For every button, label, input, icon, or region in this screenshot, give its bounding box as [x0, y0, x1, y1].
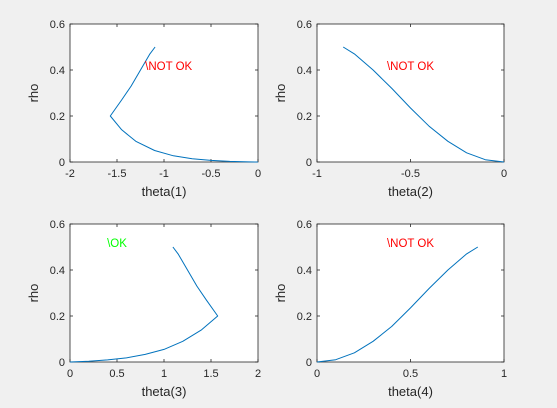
x-tick-label: -1.5: [108, 168, 127, 180]
plot-area: [69, 23, 259, 163]
x-tick-label: 1.5: [203, 368, 218, 380]
x-axis-label: theta(1): [142, 184, 187, 199]
series-line: [342, 46, 505, 163]
plot-area: [316, 23, 505, 163]
y-tick-label: 0.4: [50, 265, 65, 277]
x-tick-label: -2: [65, 168, 75, 180]
subplot-theta-2: -1 -0.5 0 0 0.2 0.4 0.6 theta(2) rho \NOT OK: [273, 19, 507, 199]
x-tick-label: -0.5: [202, 168, 221, 180]
y-tick-label: 0: [59, 157, 65, 169]
x-tick-label: 1: [161, 368, 167, 380]
x-axis-label: theta(4): [388, 384, 433, 399]
status-annotation: \NOT OK: [145, 61, 192, 73]
y-axis-label: rho: [26, 284, 41, 303]
x-axis-label: theta(2): [388, 184, 433, 199]
y-tick-label: 0.6: [50, 219, 65, 231]
status-annotation: \OK: [107, 238, 127, 250]
y-tick-label: 0.4: [297, 265, 312, 277]
x-tick-label: -1: [312, 168, 322, 180]
status-annotation: \NOT OK: [387, 238, 434, 250]
y-tick-label: 0: [306, 357, 312, 369]
x-tick-label: 0: [255, 168, 261, 180]
x-tick-label: 0: [67, 368, 73, 380]
y-tick-label: 0.2: [50, 111, 65, 123]
subplot-theta-1: -2 -1.5 -1 -0.5 0 0 0.2 0.4 0.6 theta(1) rho \NOT O…: [26, 19, 261, 199]
plot-area: [316, 223, 505, 363]
series-line: [109, 46, 259, 163]
y-tick-label: 0: [306, 157, 312, 169]
y-tick-label: 0: [59, 357, 65, 369]
y-tick-label: 0.4: [297, 65, 312, 77]
x-tick-label: -1: [159, 168, 169, 180]
y-tick-label: 0.2: [297, 311, 312, 323]
x-tick-label: 0.5: [109, 368, 124, 380]
x-tick-label: 1: [501, 368, 507, 380]
y-tick-label: 0.6: [50, 19, 65, 31]
x-tick-label: -0.5: [401, 168, 420, 180]
plot-area: [69, 223, 259, 363]
y-axis-label: rho: [26, 84, 41, 103]
series-line: [69, 246, 219, 363]
x-tick-label: 0: [501, 168, 507, 180]
y-axis-label: rho: [273, 84, 288, 103]
y-tick-label: 0.2: [50, 311, 65, 323]
y-tick-label: 0.4: [50, 65, 65, 77]
y-tick-label: 0.2: [297, 111, 312, 123]
y-tick-label: 0.6: [297, 19, 312, 31]
y-axis-label: rho: [273, 284, 288, 303]
x-tick-label: 2: [255, 368, 261, 380]
x-axis-label: theta(3): [142, 384, 187, 399]
status-annotation: \NOT OK: [387, 61, 434, 73]
subplot-theta-4: 0 0.5 1 0 0.2 0.4 0.6 theta(4) rho \NOT OK: [273, 219, 507, 399]
subplot-theta-3: 0 0.5 1 1.5 2 0 0.2 0.4 0.6 theta(3) rho \OK: [26, 219, 261, 399]
x-tick-label: 0: [314, 368, 320, 380]
x-tick-label: 0.5: [403, 368, 418, 380]
y-tick-label: 0.6: [297, 219, 312, 231]
series-line: [316, 246, 479, 363]
